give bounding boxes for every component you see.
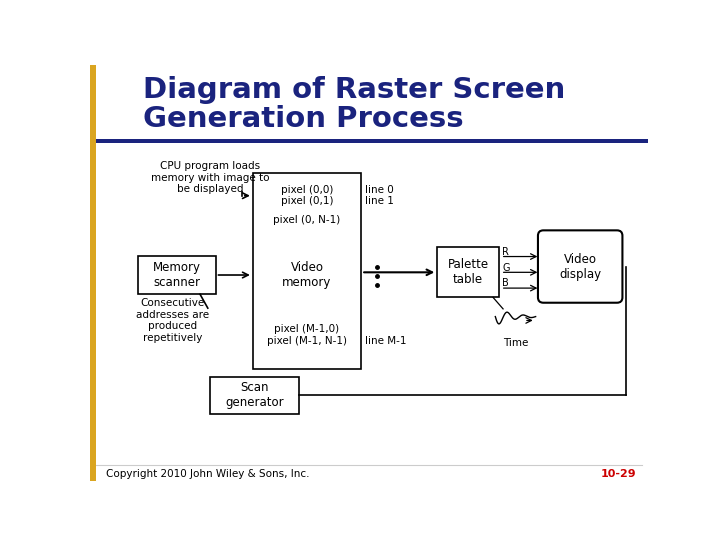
Bar bbox=[96, 139, 648, 143]
Text: Time: Time bbox=[503, 338, 528, 348]
Text: Memory
scanner: Memory scanner bbox=[153, 261, 201, 289]
Text: pixel (0,0): pixel (0,0) bbox=[281, 185, 333, 194]
Text: G: G bbox=[503, 262, 510, 273]
Text: pixel (M-1,0): pixel (M-1,0) bbox=[274, 324, 340, 334]
Text: B: B bbox=[503, 279, 509, 288]
Text: Copyright 2010 John Wiley & Sons, Inc.: Copyright 2010 John Wiley & Sons, Inc. bbox=[106, 469, 309, 480]
Text: Scan
generator: Scan generator bbox=[225, 381, 284, 409]
Bar bbox=[96, 65, 648, 139]
Text: Video
memory: Video memory bbox=[282, 261, 332, 288]
Text: Generation Process: Generation Process bbox=[143, 105, 464, 133]
Text: CPU program loads
memory with image to
be displayed: CPU program loads memory with image to b… bbox=[151, 161, 269, 194]
Text: line 1: line 1 bbox=[365, 196, 394, 206]
Bar bbox=[437, 247, 499, 298]
Text: Video
display: Video display bbox=[559, 253, 601, 281]
Bar bbox=[253, 173, 361, 369]
Text: Palette
table: Palette table bbox=[448, 258, 489, 286]
Text: pixel (0, N-1): pixel (0, N-1) bbox=[274, 215, 341, 225]
Text: Diagram of Raster Screen: Diagram of Raster Screen bbox=[143, 76, 565, 104]
Text: pixel (0,1): pixel (0,1) bbox=[281, 196, 333, 206]
Text: 10-29: 10-29 bbox=[600, 469, 636, 480]
Bar bbox=[138, 256, 215, 294]
Bar bbox=[210, 377, 300, 414]
Text: line M-1: line M-1 bbox=[365, 336, 407, 346]
Text: line 0: line 0 bbox=[365, 185, 394, 194]
Bar bbox=[90, 65, 96, 481]
Text: R: R bbox=[503, 247, 509, 257]
Text: pixel (M-1, N-1): pixel (M-1, N-1) bbox=[267, 336, 347, 346]
Text: Consecutive
addresses are
produced
repetitively: Consecutive addresses are produced repet… bbox=[136, 298, 210, 343]
FancyBboxPatch shape bbox=[538, 231, 622, 303]
